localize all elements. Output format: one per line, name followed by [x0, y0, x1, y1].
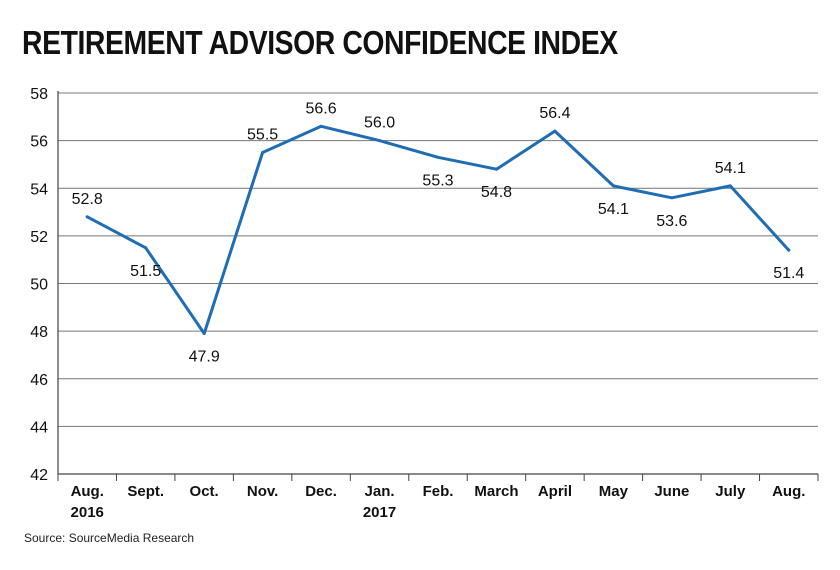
data-point — [378, 139, 382, 143]
axes — [57, 91, 819, 481]
data-point — [787, 248, 791, 252]
data-label: 51.4 — [773, 265, 804, 282]
data-label: 47.9 — [189, 349, 220, 366]
y-tick-label: 56 — [30, 134, 48, 151]
source-note: Source: SourceMedia Research — [24, 531, 195, 545]
x-tick-label: 2016 — [71, 504, 104, 521]
data-label: 56.4 — [539, 105, 570, 122]
data-series — [85, 124, 791, 336]
x-tick-label: Oct. — [190, 483, 219, 500]
y-tick-label: 54 — [30, 181, 48, 198]
data-point — [611, 184, 615, 188]
x-tick-label: Feb. — [423, 483, 454, 500]
y-tick-label: 48 — [30, 324, 48, 341]
data-label: 54.1 — [598, 201, 629, 218]
y-tick-label: 52 — [30, 229, 48, 246]
x-axis-ticks: Aug. 2016 Sept. Oct. Nov. Dec. Jan. 2017 Feb. Mar… — [71, 483, 806, 521]
data-label: 56.0 — [364, 115, 395, 132]
data-labels: 52.8 51.5 47.9 55.5 56.6 56.0 55.3 54.8 56.4 54.1… — [72, 100, 805, 365]
data-label: 53.6 — [656, 213, 687, 230]
gridlines — [58, 92, 818, 427]
data-point — [494, 167, 498, 171]
y-tick-label: 44 — [30, 419, 48, 436]
data-point — [670, 196, 674, 200]
x-tick-label: July — [715, 483, 746, 500]
x-tick-label: Nov. — [247, 483, 278, 500]
data-label: 54.1 — [715, 160, 746, 177]
data-point — [202, 332, 206, 336]
y-tick-label: 50 — [30, 277, 48, 294]
data-point — [144, 246, 148, 250]
data-label: 54.8 — [481, 184, 512, 201]
x-tick-label: Jan. — [365, 483, 395, 500]
x-tick-label: 2017 — [363, 504, 396, 521]
data-point — [553, 129, 557, 133]
data-label: 56.6 — [306, 100, 337, 117]
chart-title: RETIREMENT ADVISOR CONFIDENCE INDEX — [22, 24, 618, 61]
x-tick-label: Aug. — [772, 483, 805, 500]
x-tick-label: May — [599, 483, 629, 500]
x-tick-label: March — [474, 483, 518, 500]
y-tick-label: 42 — [30, 467, 48, 484]
x-tick-label: Aug. — [71, 483, 104, 500]
data-point — [261, 151, 265, 155]
data-label: 51.5 — [130, 263, 161, 280]
x-tick-label: Sept. — [127, 483, 164, 500]
data-point — [85, 215, 89, 219]
data-label: 55.5 — [247, 127, 278, 144]
data-label: 55.3 — [422, 172, 453, 189]
y-tick-label: 58 — [30, 86, 48, 103]
x-tick-label: June — [654, 483, 689, 500]
data-point — [728, 184, 732, 188]
data-point — [436, 155, 440, 159]
data-label: 52.8 — [72, 191, 103, 208]
x-tick-label: Dec. — [305, 483, 337, 500]
y-tick-label: 46 — [30, 372, 48, 389]
y-axis-ticks: 42 44 46 48 50 52 54 56 58 — [30, 86, 48, 484]
data-point — [319, 124, 323, 128]
x-tick-label: April — [538, 483, 572, 500]
